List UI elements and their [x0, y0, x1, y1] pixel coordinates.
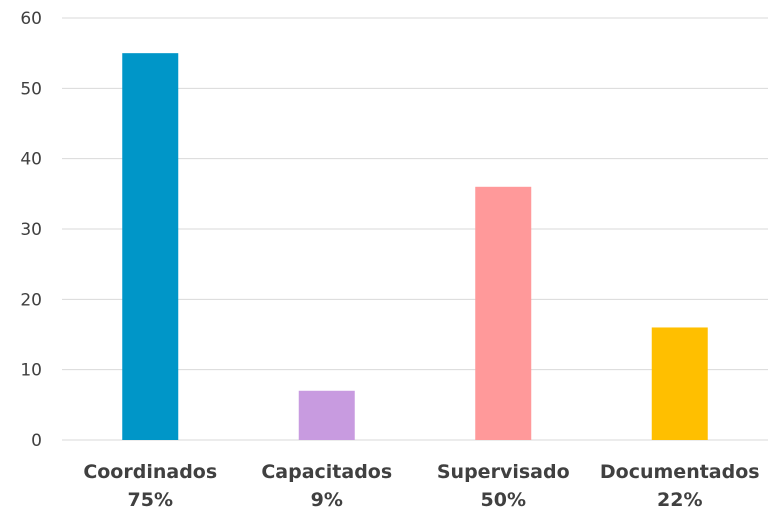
y-axis-ticks: 0 10 20 30 40 50 60: [20, 9, 42, 451]
y-tick-label: 50: [20, 79, 42, 99]
y-tick-label: 30: [20, 220, 42, 240]
x-category-label: Coordinados: [83, 461, 217, 483]
x-category-percent: 22%: [657, 489, 702, 511]
bar-coordinados: [122, 53, 179, 441]
bar-capacitados: [298, 390, 355, 440]
x-category-percent: 50%: [481, 489, 526, 511]
bar-documentados: [651, 327, 708, 440]
y-tick-label: 40: [20, 150, 42, 170]
x-axis-labels: Coordinados 75% Capacitados 9% Supervisado 50…: [83, 461, 759, 511]
y-tick-label: 20: [20, 290, 42, 310]
y-tick-label: 10: [20, 361, 42, 381]
y-tick-label: 60: [20, 9, 42, 29]
x-category-percent: 75%: [128, 489, 173, 511]
grid-lines: [62, 17, 768, 441]
x-category-label: Documentados: [600, 461, 760, 483]
bar-supervisado: [475, 186, 532, 440]
x-category-label: Supervisado: [437, 461, 570, 483]
x-category-percent: 9%: [311, 489, 343, 511]
bars: [122, 53, 708, 441]
x-category-label: Capacitados: [261, 461, 392, 483]
y-tick-label: 0: [31, 431, 42, 451]
